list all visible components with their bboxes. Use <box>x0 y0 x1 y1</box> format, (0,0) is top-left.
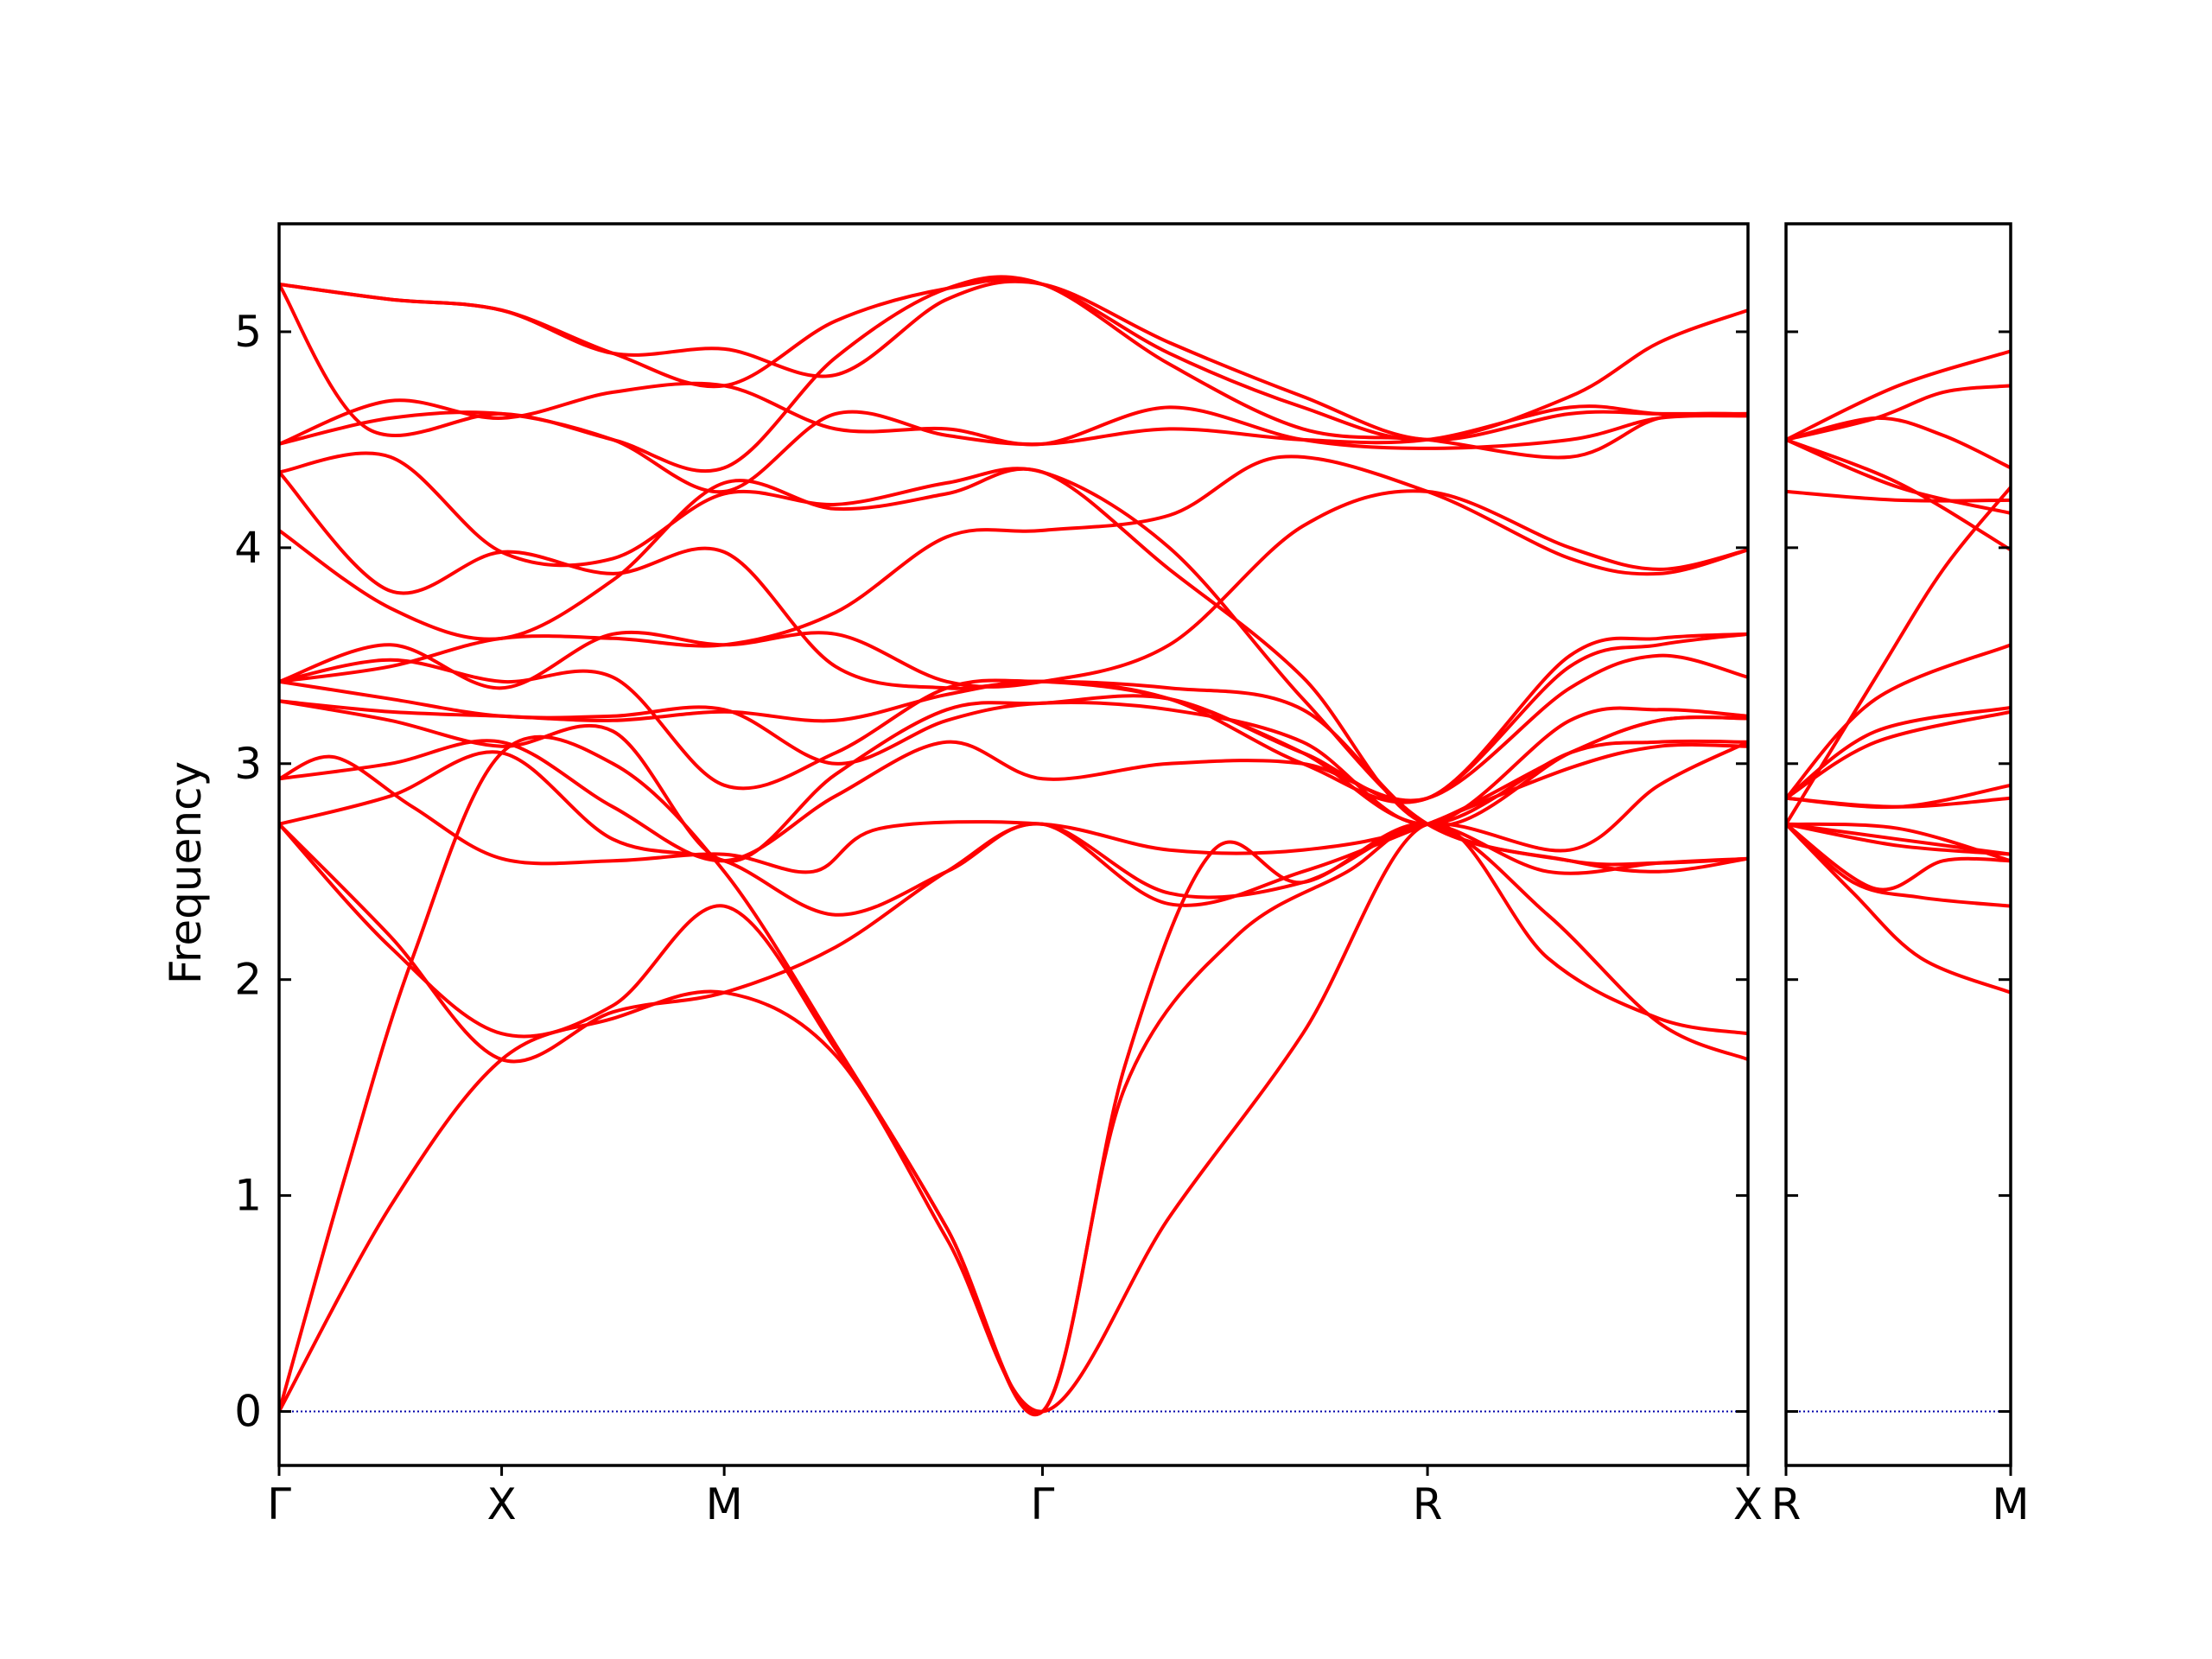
phonon-band-6 <box>279 715 1748 874</box>
panel-left: 0 1 2 3 4 5 Γ X M Γ R X <box>234 222 1763 1529</box>
x-tick-label: M <box>1992 1479 2029 1529</box>
phonon-band-12 <box>279 454 1748 683</box>
y-tick-label: 0 <box>234 1387 262 1437</box>
phonon-band-13 <box>279 489 1748 690</box>
band-group <box>1786 349 2011 995</box>
y-tick-label: 3 <box>234 739 262 789</box>
y-tick-label: 4 <box>234 523 262 573</box>
phonon-band-7 <box>279 653 1748 863</box>
phonon-band-1 <box>279 821 1748 1414</box>
phonon-band-16 <box>1786 416 2011 470</box>
phonon-band-20 <box>279 275 1748 474</box>
phonon-band-2 <box>1786 822 2011 908</box>
phonon-band-11 <box>279 658 1748 867</box>
y-axis-title: Frequency <box>161 761 211 984</box>
phonon-band-18 <box>1786 349 2011 442</box>
x-tick-label: M <box>706 1479 743 1529</box>
phonon-band-9 <box>1786 709 2011 800</box>
x-tick-label: X <box>486 1479 516 1529</box>
phonon-band-12 <box>1786 485 2011 826</box>
y-tick-label: 2 <box>234 955 262 1005</box>
phonon-band-21 <box>279 279 1748 442</box>
phonon-band-14 <box>1786 437 2011 515</box>
phonon-band-17 <box>1786 384 2011 442</box>
phonon-band-15 <box>279 451 1748 874</box>
phonon-band-10 <box>1786 705 2011 800</box>
phonon-band-14 <box>279 467 1748 828</box>
x-tick-label: Γ <box>267 1479 291 1529</box>
phonon-band-4 <box>279 740 1748 1064</box>
x-tick-label: X <box>1733 1479 1763 1529</box>
panel-frame <box>277 222 1750 1467</box>
phonon-band-3 <box>279 822 1748 1416</box>
phonon-band-6 <box>1786 822 2011 856</box>
phonon-band-16 <box>279 470 1748 826</box>
phonon-band-3 <box>1786 822 2011 892</box>
x-tick-label: Γ <box>1031 1479 1055 1529</box>
x-tick-label: R <box>1413 1479 1443 1529</box>
phonon-band-18 <box>279 381 1748 450</box>
y-tick-label: 5 <box>234 307 262 357</box>
phonon-band-15 <box>1786 437 2011 552</box>
y-tick-label: 1 <box>234 1171 262 1221</box>
phonon-band-2 <box>279 734 1748 1416</box>
x-tick-label: R <box>1771 1479 1802 1529</box>
phonon-band-8 <box>1786 783 2011 810</box>
band-group <box>279 275 1748 1416</box>
phonon-band-13 <box>1786 489 2011 503</box>
phonon-band-11 <box>1786 643 2011 800</box>
phonon-band-8 <box>279 632 1748 863</box>
phonon-band-10 <box>279 679 1748 826</box>
panel-frame <box>1784 222 2012 1467</box>
